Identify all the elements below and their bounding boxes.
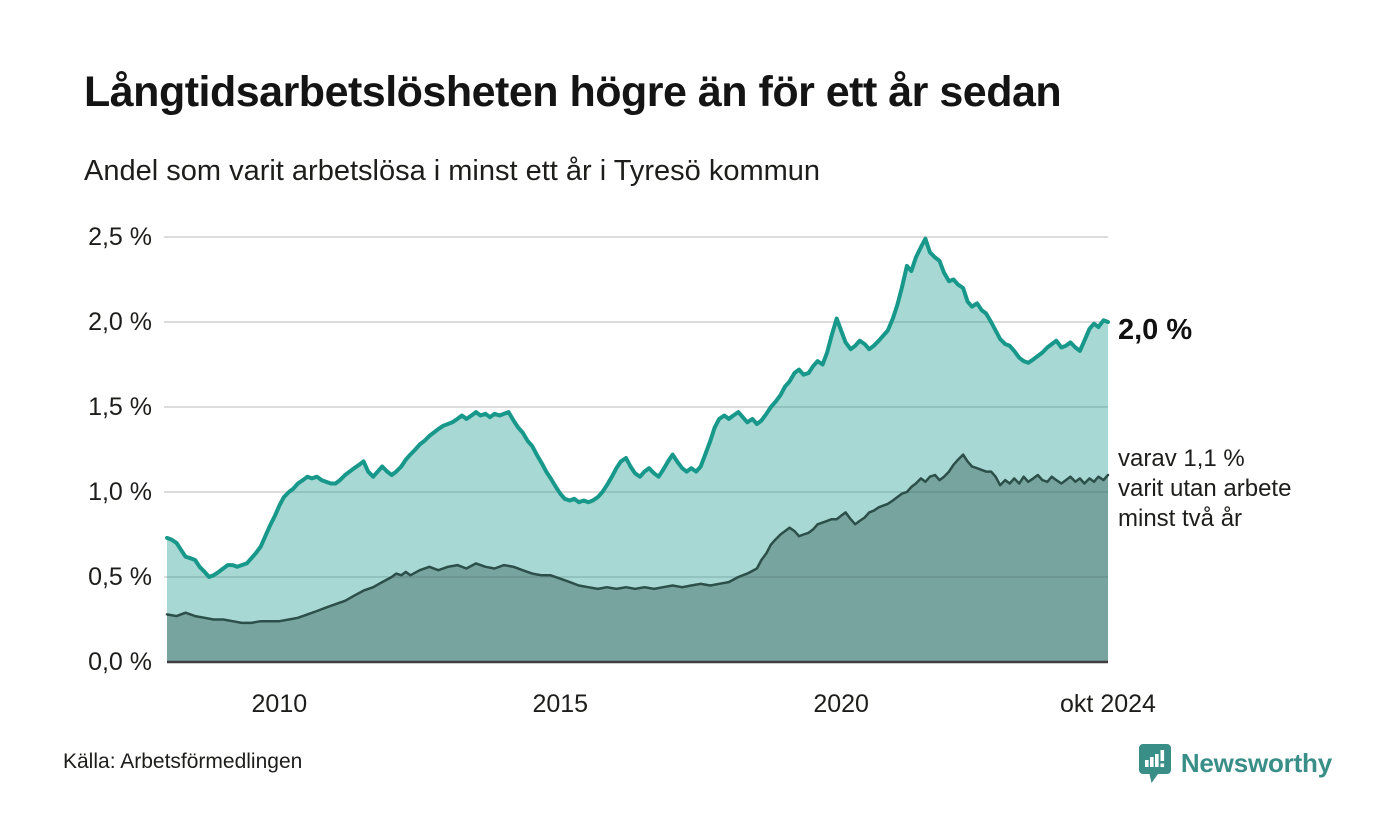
x-axis-tick-label: okt 2024: [1060, 690, 1156, 718]
y-axis-tick-label: 2,0 %: [88, 308, 152, 336]
newsworthy-wordmark: Newsworthy: [1180, 747, 1332, 778]
logo-exclamation-stem: [1160, 749, 1164, 761]
logo-bar-small: [1144, 759, 1149, 767]
y-axis-tick-label: 1,5 %: [88, 393, 152, 421]
newsworthy-logo-icon: [1138, 743, 1171, 783]
logo-exclamation-dot: [1160, 763, 1164, 767]
chart-subtitle: Andel som varit arbetslösa i minst ett å…: [84, 155, 821, 187]
series2-annotation-line: minst två år: [1118, 505, 1243, 532]
y-axis-tick-label: 2,5 %: [88, 223, 152, 251]
logo-bar-large: [1154, 753, 1159, 767]
series2-annotation-line: varit utan arbete: [1118, 475, 1292, 502]
y-axis-tick-label: 0,5 %: [88, 563, 152, 591]
series2-annotation-line: varav 1,1 %: [1118, 445, 1245, 472]
x-axis-tick-label: 2015: [532, 690, 589, 718]
y-axis-tick-label: 1,0 %: [88, 478, 152, 506]
page-title: Långtidsarbetslösheten högre än för ett …: [84, 68, 1062, 116]
x-axis-tick-label: 2010: [251, 690, 308, 718]
newsworthy-logo[interactable]: Newsworthy: [1138, 742, 1332, 784]
series1-end-value-label: 2,0 %: [1118, 314, 1193, 346]
y-axis-tick-label: 0,0 %: [88, 648, 152, 676]
x-axis-tick-label: 2020: [813, 690, 869, 718]
logo-bar-medium: [1149, 756, 1154, 767]
source-caption: Källa: Arbetsförmedlingen: [63, 750, 303, 773]
series2-annotation: varav 1,1 % varit utan arbete minst två …: [1118, 444, 1291, 534]
